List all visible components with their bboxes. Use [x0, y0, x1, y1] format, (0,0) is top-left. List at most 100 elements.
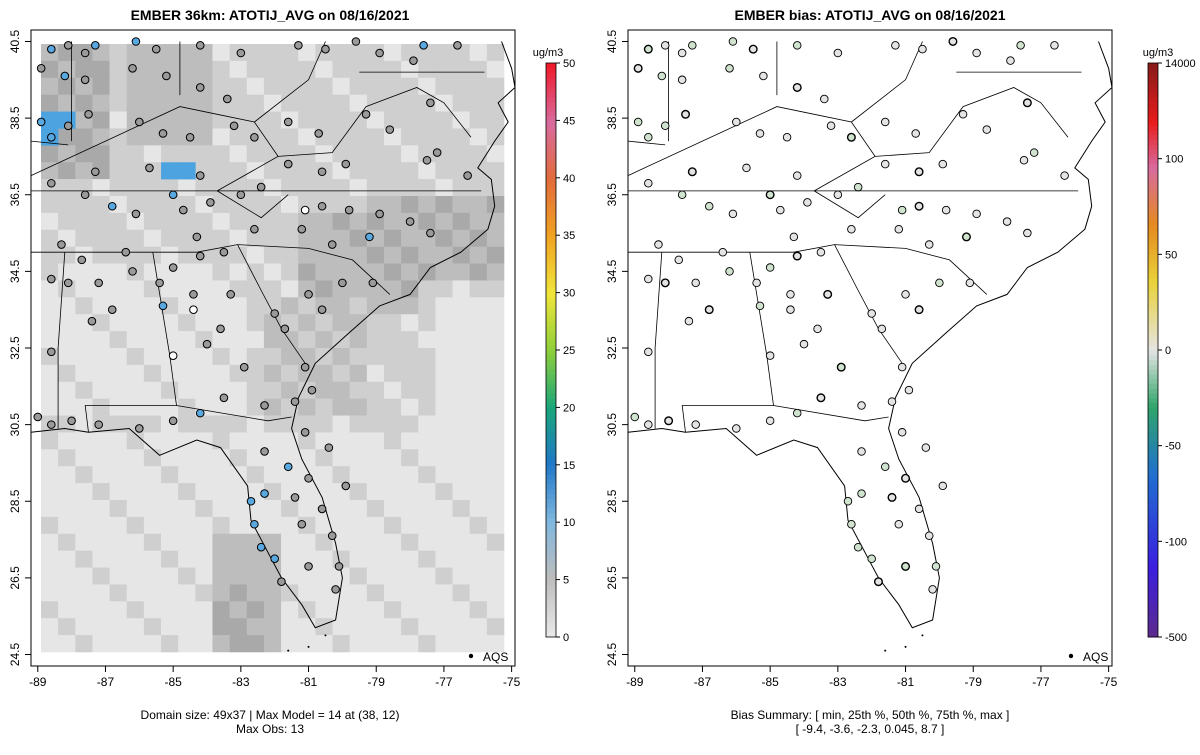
- grid-cell: [41, 550, 59, 568]
- grid-cell: [401, 398, 419, 416]
- grid-cell: [263, 77, 282, 95]
- grid-cell: [263, 94, 282, 112]
- grid-cell: [401, 415, 419, 433]
- grid-cell: [58, 348, 76, 366]
- grid-cell: [452, 635, 471, 653]
- grid-cell: [58, 381, 76, 399]
- keys-island: [884, 649, 887, 652]
- obs-site: [283, 117, 293, 127]
- state-boundary: [627, 106, 876, 192]
- lat-tick-label: 28.5: [8, 489, 22, 513]
- grid-cell: [281, 44, 299, 62]
- colorbar-segment: [1148, 622, 1158, 628]
- grid-cell: [298, 449, 316, 467]
- grid-cell: [332, 314, 350, 332]
- colorbar-segment: [546, 531, 556, 538]
- grid-cell: [418, 381, 436, 399]
- grid-cell: [195, 415, 213, 433]
- grid-cell: [349, 128, 368, 146]
- obs-site: [121, 247, 131, 257]
- grid-cell: [75, 94, 93, 112]
- grid-cell: [281, 381, 299, 399]
- grid-cell: [332, 516, 350, 535]
- grid-cell: [349, 280, 368, 298]
- grid-cell: [246, 280, 265, 298]
- grid-cell: [383, 500, 402, 518]
- colorbar-segment: [1148, 220, 1158, 227]
- grid-cell: [418, 297, 436, 315]
- bias-site: [897, 205, 907, 215]
- grid-cell: [435, 314, 453, 332]
- grid-cell: [58, 297, 76, 315]
- grid-cell: [401, 297, 419, 315]
- grid-cell: [315, 314, 333, 332]
- lat-tick-label: 26.5: [8, 566, 22, 590]
- colorbar-segment: [1148, 550, 1158, 557]
- colorbar-segment: [546, 503, 556, 509]
- colorbar-segment: [546, 259, 556, 265]
- grid-cell: [195, 567, 213, 585]
- grid-cell: [263, 348, 282, 366]
- grid-cell: [246, 94, 265, 112]
- grid-cell: [349, 516, 368, 535]
- obs-site: [91, 41, 100, 50]
- colorbar-segment: [1148, 168, 1158, 174]
- grid-cell: [349, 212, 368, 231]
- obs-site: [206, 198, 215, 207]
- obs-site: [290, 493, 300, 502]
- grid-cell: [349, 601, 368, 619]
- grid-cell: [178, 381, 196, 399]
- bias-site: [887, 492, 897, 502]
- grid-cell: [383, 567, 402, 585]
- colorbar-segment: [546, 479, 556, 485]
- grid-cell: [41, 618, 59, 636]
- grid-cell: [469, 415, 488, 433]
- grid-cell: [92, 60, 110, 79]
- bias-site: [921, 443, 931, 452]
- grid-cell: [246, 77, 265, 95]
- grid-cell: [229, 229, 248, 247]
- colorbar-segment: [1148, 326, 1158, 332]
- colorbar-segment: [546, 627, 556, 633]
- grid-cell: [126, 246, 145, 264]
- grid-cell: [452, 179, 471, 197]
- colorbar-segment: [546, 469, 556, 475]
- lon-tick-label: -75: [1100, 675, 1118, 689]
- obs-site: [321, 44, 330, 54]
- colorbar-segment: [1148, 589, 1158, 595]
- obs-site: [250, 519, 259, 529]
- colorbar-segment: [1148, 254, 1158, 260]
- grid-cell: [143, 297, 162, 315]
- colorbar-tick-label: 10: [563, 517, 575, 529]
- colorbar-segment: [546, 106, 556, 112]
- grid-cell: [58, 449, 76, 467]
- grid-cell: [75, 500, 93, 518]
- obs-site: [168, 351, 178, 360]
- grid-cell: [195, 94, 213, 112]
- grid-cell: [75, 635, 93, 653]
- colorbar-segment: [546, 225, 556, 231]
- grid-cell: [452, 94, 471, 112]
- obs-site: [294, 41, 303, 50]
- grid-cell: [195, 381, 213, 399]
- grid-cell: [349, 331, 368, 349]
- grid-cell: [469, 314, 488, 332]
- grid-cell: [126, 381, 145, 399]
- grid-cell: [263, 196, 282, 214]
- grid-cell: [366, 381, 385, 399]
- colorbar-segment: [1148, 206, 1158, 212]
- grid-cell: [92, 348, 110, 366]
- obs-site: [36, 64, 46, 73]
- bias-site: [748, 44, 758, 54]
- colorbar-segment: [546, 498, 556, 504]
- bias-site: [880, 462, 890, 472]
- grid-cell: [469, 398, 488, 416]
- grid-cell: [435, 550, 453, 568]
- grid-cell: [315, 263, 333, 281]
- grid-cell: [418, 331, 436, 349]
- obs-site: [368, 278, 378, 288]
- colorbar-segment: [546, 120, 556, 126]
- bias-site: [914, 201, 924, 211]
- grid-cell: [161, 297, 179, 315]
- grid-cell: [435, 415, 453, 433]
